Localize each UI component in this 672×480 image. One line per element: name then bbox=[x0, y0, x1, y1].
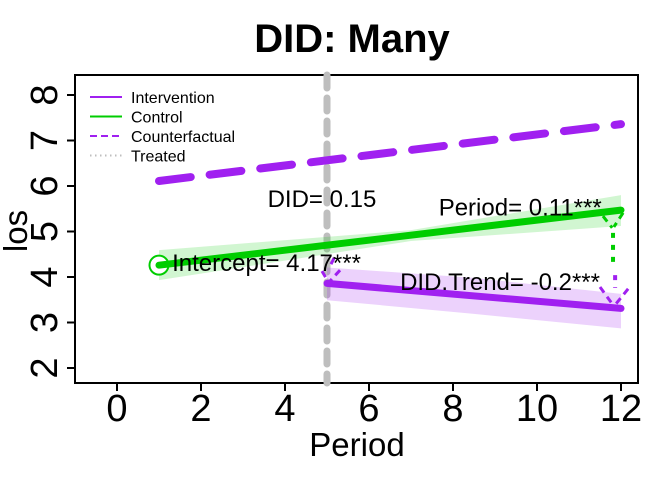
annotation-1: Period= 0.11*** bbox=[439, 194, 602, 221]
intervention-line bbox=[323, 279, 625, 312]
y-axis-label: los bbox=[0, 210, 34, 252]
legend: Intervention Control Counterfactual Treated bbox=[90, 90, 235, 166]
x-tick-label-4: 4 bbox=[274, 388, 295, 430]
x-tick-label-12: 12 bbox=[600, 388, 642, 430]
intervention-start-arrow-right-wing bbox=[328, 269, 342, 283]
legend-label-treated: Treated bbox=[131, 149, 186, 166]
y-tick-label-4: 4 bbox=[24, 266, 66, 287]
y-tick-label-8: 8 bbox=[24, 84, 66, 105]
y-tick-label-7: 7 bbox=[24, 130, 66, 151]
intervention-start-arrow-left-wing bbox=[320, 270, 330, 282]
control-drop-arrow-right-wing bbox=[612, 212, 625, 228]
series-lines bbox=[148, 120, 625, 312]
legend-label-counterfactual: Counterfactual bbox=[131, 129, 235, 146]
annotation-0: DID= 0.15 bbox=[268, 186, 377, 213]
x-tick-label-10: 10 bbox=[516, 388, 558, 430]
y-tick-label-3: 3 bbox=[24, 312, 66, 333]
x-tick-label-6: 6 bbox=[358, 388, 379, 430]
x-tick-label-2: 2 bbox=[190, 388, 211, 430]
y-tick-label-6: 6 bbox=[24, 175, 66, 196]
x-tick-label-8: 8 bbox=[442, 388, 463, 430]
x-axis-label: Period bbox=[309, 426, 404, 463]
effect-arrows bbox=[320, 212, 630, 305]
annotation-2: Intercept= 4.17*** bbox=[172, 250, 361, 277]
counterfactual-line bbox=[155, 120, 625, 185]
chart-title: DID: Many bbox=[254, 17, 450, 61]
x-tick-label-0: 0 bbox=[106, 388, 127, 430]
control-line bbox=[155, 206, 625, 269]
control-drop-arrow-left-wing bbox=[601, 215, 614, 229]
intervention-drop-arrow-left-wing bbox=[598, 286, 614, 305]
annotation-3: DID.Trend= -0.2*** bbox=[400, 269, 600, 296]
intervention-start-arrow-tail bbox=[327, 257, 336, 269]
legend-label-intervention: Intervention bbox=[131, 90, 215, 107]
legend-label-control: Control bbox=[131, 110, 183, 127]
annotations: DID= 0.15 Period= 0.11*** Intercept= 4.17*… bbox=[172, 186, 602, 296]
y-tick-label-2: 2 bbox=[24, 357, 66, 378]
y-tick-label-5: 5 bbox=[24, 221, 66, 242]
plot-box bbox=[74, 74, 639, 384]
intervention-drop-arrow-right-wing bbox=[614, 287, 630, 305]
axis-ticks: 0 2 4 6 8 10 12 2 3 4 5 6 7 8 bbox=[24, 84, 642, 430]
